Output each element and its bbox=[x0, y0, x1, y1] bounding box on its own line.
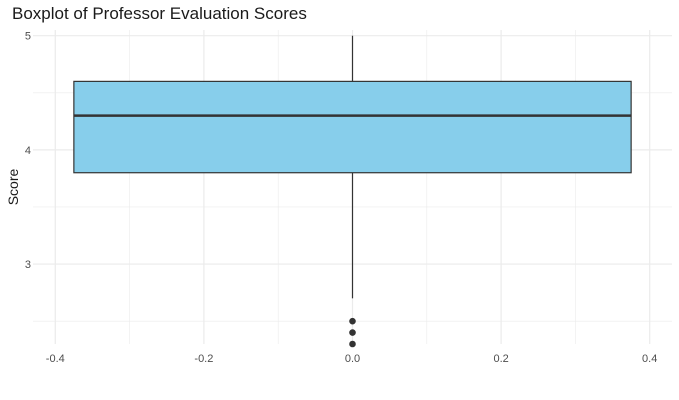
outlier-point bbox=[349, 329, 356, 336]
iqr-box bbox=[73, 80, 632, 174]
y-tick-label: 5 bbox=[25, 31, 31, 43]
x-tick-label: 0.0 bbox=[345, 353, 360, 365]
y-tick-label: 3 bbox=[25, 259, 31, 271]
tick-layer: -0.4 -0.2 0.0 0.2 0.4 3 4 5 bbox=[25, 31, 657, 365]
x-tick-label: 0.2 bbox=[493, 353, 508, 365]
x-tick-label: -0.2 bbox=[194, 353, 213, 365]
outlier-point bbox=[349, 317, 356, 325]
outlier-point bbox=[349, 340, 356, 348]
x-tick-label: -0.4 bbox=[46, 353, 65, 365]
y-axis-title: Score bbox=[5, 169, 21, 206]
chart-title: Boxplot of Professor Evaluation Scores bbox=[12, 4, 307, 23]
x-tick-label: 0.4 bbox=[642, 353, 657, 365]
y-tick-label: 4 bbox=[25, 145, 31, 157]
box-layer bbox=[73, 35, 632, 348]
